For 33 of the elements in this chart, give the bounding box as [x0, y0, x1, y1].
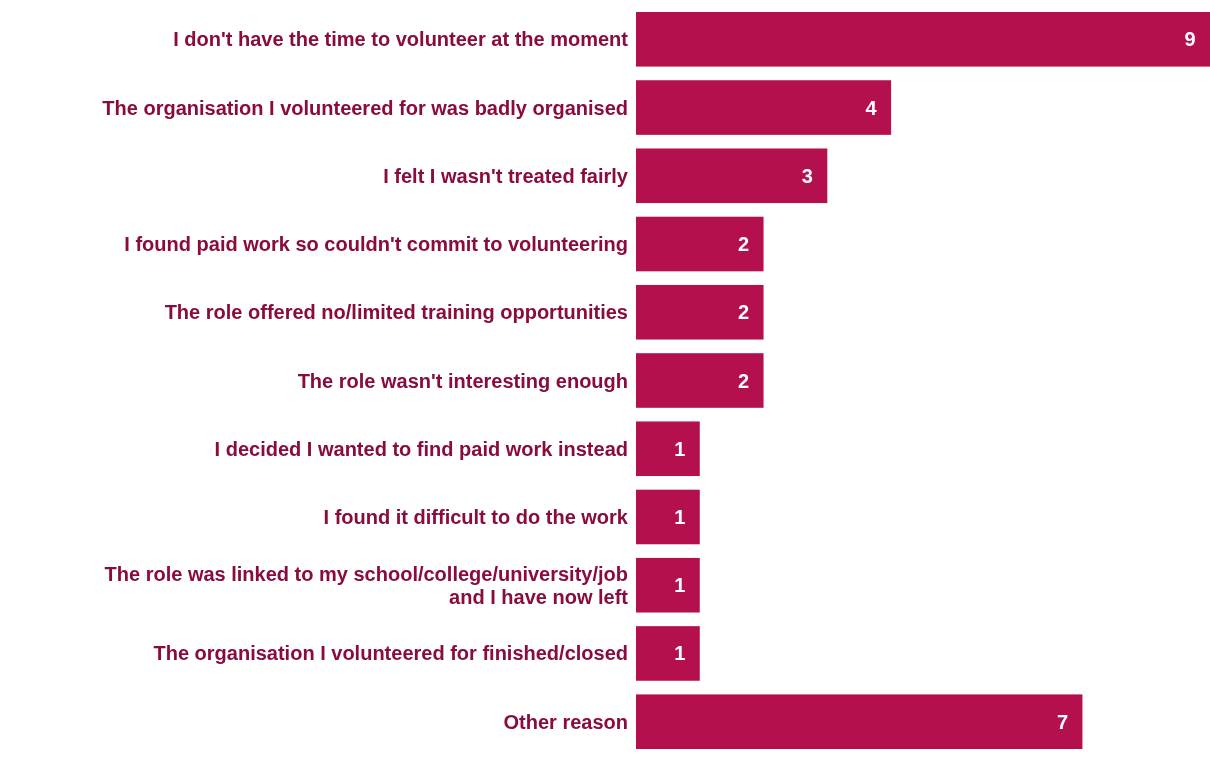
- data-label: 7: [1056, 710, 1069, 733]
- data-label: 9: [1184, 28, 1196, 51]
- y-tick-label: I don't have the time to volunteer at the moment: [173, 28, 629, 51]
- y-tick-label: The role offered no/limited training opportunities: [164, 301, 628, 324]
- data-label: 2: [737, 233, 750, 256]
- bar: [636, 489, 700, 545]
- bar: [636, 12, 1210, 67]
- bar: [636, 626, 700, 681]
- y-tick-label: Other reason: [503, 710, 628, 733]
- data-label: 1: [674, 437, 686, 460]
- bar: [636, 694, 1083, 749]
- y-tick-label: I found it difficult to do the work: [323, 505, 629, 528]
- data-label: 2: [737, 301, 750, 324]
- data-label: 2: [737, 369, 750, 392]
- y-tick-label: The organisation I volunteered for finished/closed: [153, 642, 628, 665]
- bar: [636, 284, 764, 340]
- bar: [636, 353, 764, 408]
- bar: [636, 216, 764, 272]
- y-tick-label: I found paid work so couldn't commit to volunteering: [124, 233, 628, 256]
- data-label: 1: [674, 574, 686, 597]
- data-label: 1: [674, 642, 686, 665]
- data-label: 4: [865, 96, 878, 119]
- y-tick-label: The role was linked to my school/college/university/job and I have now left: [104, 562, 629, 608]
- bar: [636, 421, 700, 477]
- bar: [636, 557, 700, 613]
- bar: [636, 80, 892, 135]
- data-label: 3: [801, 164, 813, 187]
- y-tick-label: I felt I wasn't treated fairly: [383, 164, 629, 187]
- y-tick-label: I decided I wanted to find paid work instead: [214, 437, 628, 460]
- data-label: 1: [674, 505, 686, 528]
- y-tick-label: The organisation I volunteered for was badly organised: [102, 96, 628, 119]
- y-tick-label: The role wasn't interesting enough: [297, 369, 628, 392]
- bar: [636, 148, 828, 204]
